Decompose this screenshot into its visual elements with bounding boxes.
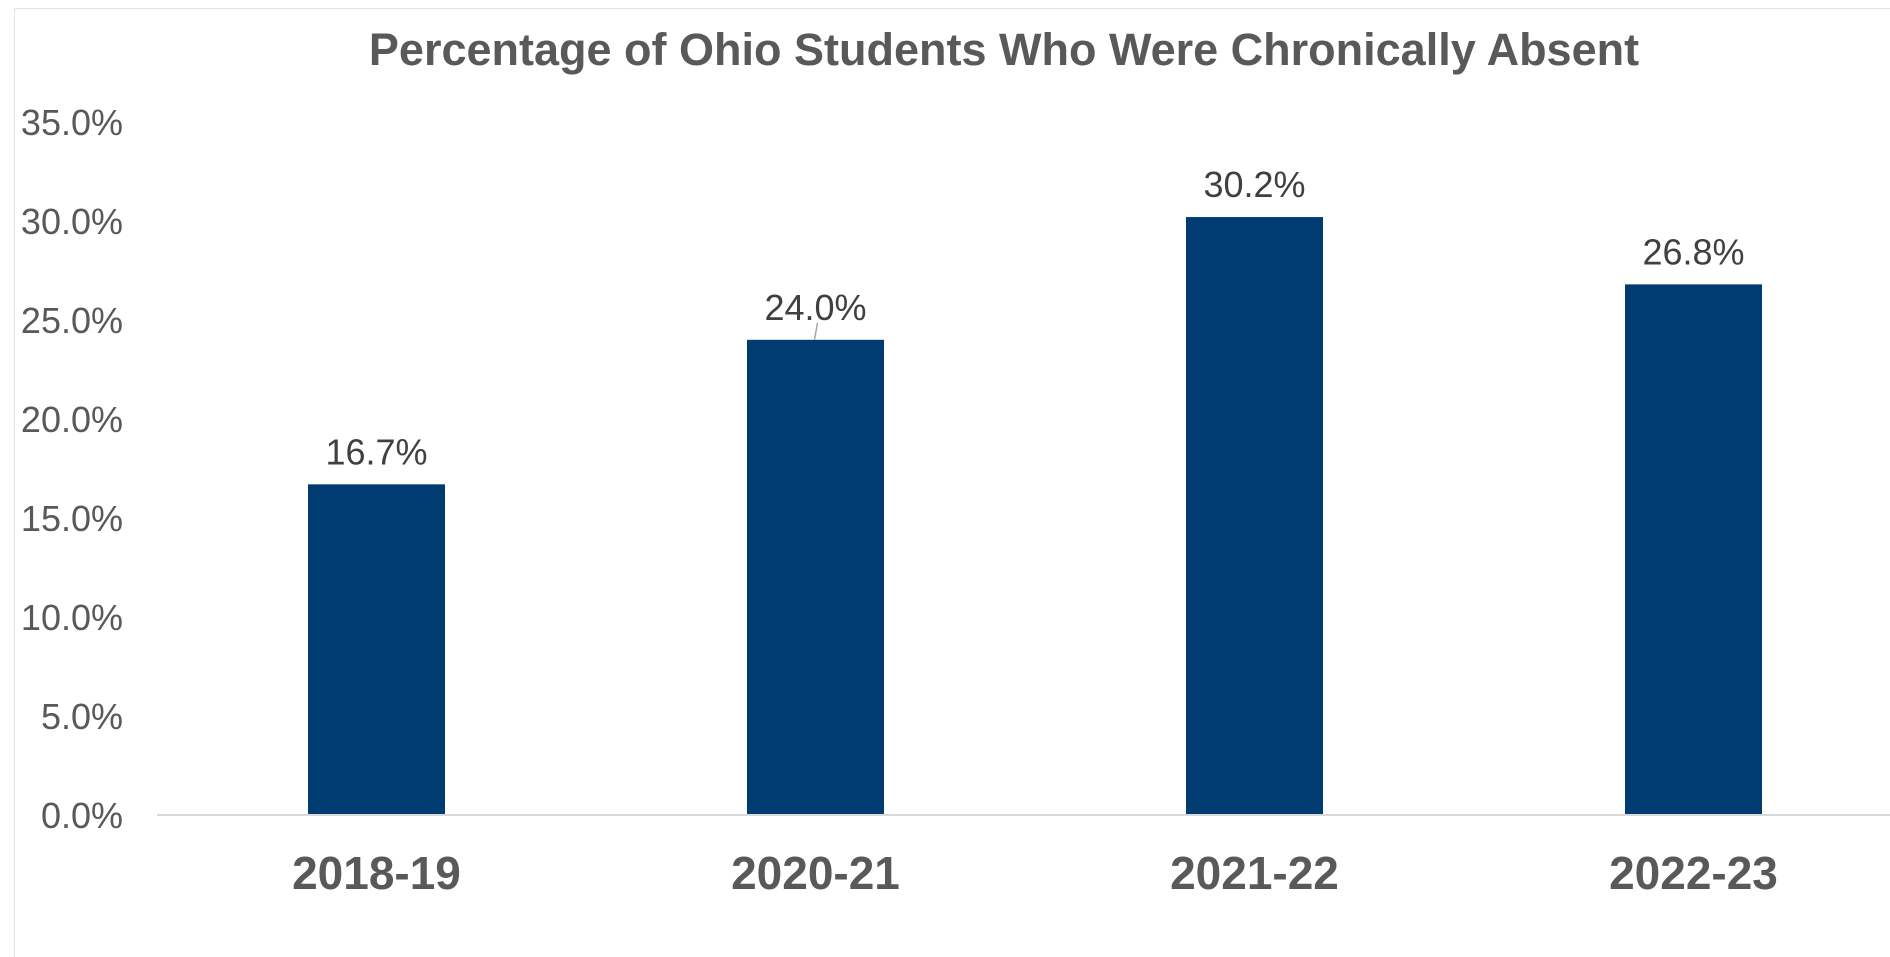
bar — [1625, 284, 1762, 815]
x-category-label: 2022-23 — [1609, 847, 1778, 899]
y-tick-label: 20.0% — [21, 399, 123, 440]
data-label: 24.0% — [764, 287, 866, 328]
x-category-label: 2021-22 — [1170, 847, 1339, 899]
bar — [1186, 217, 1323, 816]
y-tick-label: 0.0% — [41, 795, 123, 836]
y-tick-label: 15.0% — [21, 498, 123, 539]
bar — [747, 339, 884, 815]
x-category-label: 2018-19 — [292, 847, 461, 899]
chart-title: Percentage of Ohio Students Who Were Chr… — [368, 24, 1640, 75]
y-tick-label: 25.0% — [21, 300, 123, 341]
bar — [308, 484, 445, 815]
y-tick-label: 35.0% — [21, 102, 123, 143]
data-labels: 16.7% 24.0% 30.2% 26.8% — [325, 164, 1744, 472]
data-label: 16.7% — [325, 431, 427, 472]
y-tick-label: 5.0% — [41, 696, 123, 737]
x-axis-category-labels: 2018-19 2020-21 2021-22 2022-23 — [292, 847, 1778, 899]
data-label-leader-line — [813, 322, 819, 340]
x-category-label: 2020-21 — [731, 847, 900, 899]
data-label: 30.2% — [1203, 164, 1305, 205]
y-axis-tick-labels: 0.0% 5.0% 10.0% 15.0% 20.0% 25.0% 30.0% 35.0% — [21, 102, 123, 836]
data-label: 26.8% — [1642, 231, 1744, 272]
y-tick-label: 30.0% — [21, 201, 123, 242]
y-tick-label: 10.0% — [21, 597, 123, 638]
bars — [308, 217, 1762, 816]
